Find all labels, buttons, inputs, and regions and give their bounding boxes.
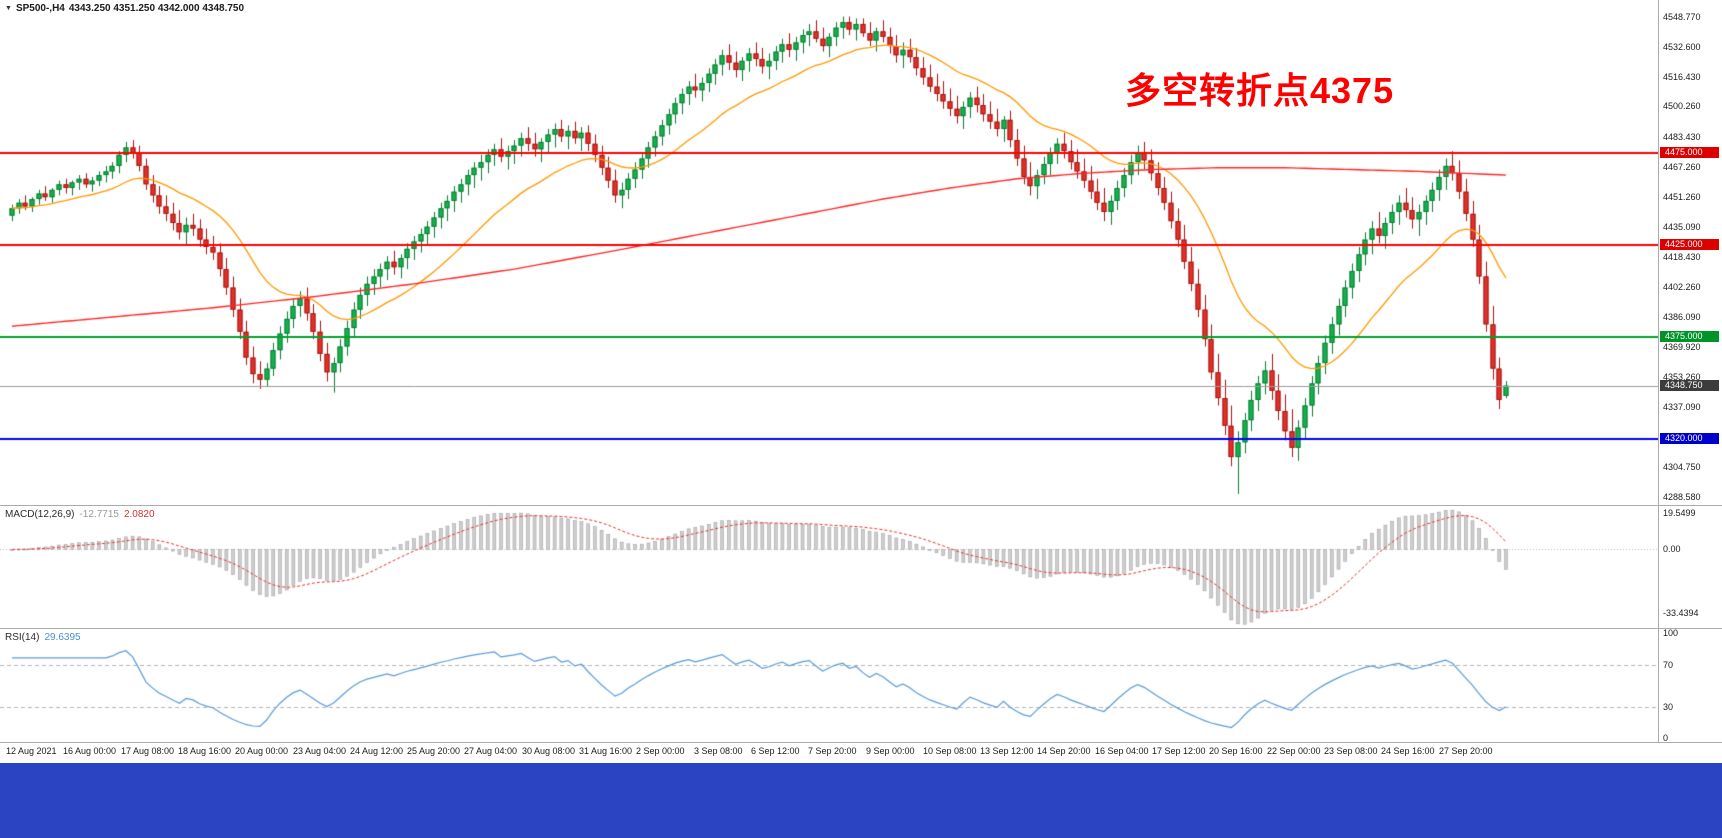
- time-axis-label: 6 Sep 12:00: [751, 746, 800, 756]
- time-axis-label: 2 Sep 00:00: [636, 746, 685, 756]
- time-axis-label: 24 Aug 12:00: [350, 746, 404, 756]
- time-axis-label: 13 Sep 12:00: [980, 746, 1034, 756]
- time-axis-label: 20 Aug 00:00: [235, 746, 289, 756]
- macd-name: MACD(12,26,9): [5, 509, 75, 520]
- rsi-label: RSI(14) 29.6395: [5, 632, 86, 643]
- time-axis-label: 22 Sep 00:00: [1267, 746, 1321, 756]
- time-axis-label: 31 Aug 16:00: [579, 746, 633, 756]
- rsi-value: 29.6395: [44, 632, 81, 643]
- taskbar[interactable]: [0, 763, 1722, 838]
- time-axis-label: 3 Sep 08:00: [694, 746, 743, 756]
- price-axis-label: 4337.090: [1663, 402, 1701, 412]
- time-axis-label: 18 Aug 16:00: [178, 746, 232, 756]
- macd-value: -12.7715: [79, 509, 119, 520]
- macd-indicator-canvas[interactable]: [0, 506, 1658, 628]
- time-axis-label: 27 Aug 04:00: [464, 746, 518, 756]
- time-axis-label: 30 Aug 08:00: [522, 746, 576, 756]
- price-axis-label: 4532.600: [1663, 42, 1701, 52]
- price-axis-label: 4467.260: [1663, 162, 1701, 172]
- time-axis-label: 14 Sep 20:00: [1037, 746, 1091, 756]
- symbol-info: ▼ SP500-,H4 4343.250 4351.250 4342.000 434…: [5, 3, 248, 14]
- price-level-tag: 4320.000: [1660, 433, 1719, 444]
- price-axis-label: 4386.090: [1663, 312, 1701, 322]
- price-axis-label: 4402.260: [1663, 282, 1701, 292]
- macd-signal-value: 2.0820: [123, 509, 155, 520]
- rsi-axis-label: 30: [1663, 702, 1674, 712]
- time-axis-label: 20 Sep 16:00: [1209, 746, 1263, 756]
- time-axis-label: 16 Sep 04:00: [1095, 746, 1149, 756]
- price-axis-label: 4369.920: [1663, 342, 1701, 352]
- time-axis-label: 12 Aug 2021: [6, 746, 57, 756]
- candlestick-chart-canvas[interactable]: [0, 0, 1658, 505]
- current-price-tag: 4348.750: [1660, 380, 1719, 391]
- time-axis-label: 16 Aug 00:00: [63, 746, 117, 756]
- annotation-text: 多空转折点4375: [1125, 70, 1395, 111]
- price-axis-label: 4304.750: [1663, 462, 1701, 472]
- price-axis-label: 4418.430: [1663, 252, 1701, 262]
- rsi-name: RSI(14): [5, 632, 40, 643]
- pane-separator: [0, 742, 1722, 743]
- time-axis-label: 7 Sep 20:00: [808, 746, 857, 756]
- macd-axis-label: 19.5499: [1663, 508, 1696, 518]
- time-axis-label: 27 Sep 20:00: [1439, 746, 1493, 756]
- rsi-axis-label: 0: [1663, 733, 1669, 743]
- time-axis-label: 10 Sep 08:00: [923, 746, 977, 756]
- price-axis-separator: [1658, 0, 1659, 742]
- time-axis-label: 17 Sep 12:00: [1152, 746, 1206, 756]
- price-level-tag: 4475.000: [1660, 147, 1719, 158]
- price-axis-label: 4483.430: [1663, 132, 1701, 142]
- price-axis-label: 4500.260: [1663, 101, 1701, 111]
- rsi-axis-label: 100: [1663, 628, 1679, 638]
- price-axis-label: 4288.580: [1663, 492, 1701, 502]
- chevron-down-icon: ▼: [5, 5, 12, 12]
- time-axis-label: 23 Aug 04:00: [293, 746, 347, 756]
- price-axis-label: 4353.260: [1663, 372, 1701, 382]
- price-level-tag: 4425.000: [1660, 239, 1719, 250]
- ohlc-readout: 4343.250 4351.250 4342.000 4348.750: [68, 3, 245, 14]
- time-axis-label: 25 Aug 20:00: [407, 746, 461, 756]
- symbol-label: SP500-,H4: [15, 3, 65, 14]
- price-axis-label: 4548.770: [1663, 12, 1701, 22]
- pane-separator[interactable]: [0, 628, 1722, 629]
- time-axis-label: 9 Sep 00:00: [866, 746, 915, 756]
- macd-axis-label: -33.4394: [1663, 608, 1699, 618]
- macd-axis-label: 0.00: [1663, 544, 1681, 554]
- rsi-axis-label: 70: [1663, 660, 1674, 670]
- price-level-tag: 4375.000: [1660, 331, 1719, 342]
- time-axis-label: 17 Aug 08:00: [121, 746, 175, 756]
- rsi-indicator-canvas[interactable]: [0, 629, 1658, 742]
- price-axis-label: 4516.430: [1663, 72, 1701, 82]
- price-axis-label: 4451.260: [1663, 192, 1701, 202]
- pane-separator[interactable]: [0, 505, 1722, 506]
- price-axis-label: 4435.090: [1663, 222, 1701, 232]
- time-axis-label: 24 Sep 16:00: [1381, 746, 1435, 756]
- macd-label: MACD(12,26,9) -12.7715 2.0820: [5, 509, 160, 520]
- time-axis-label: 23 Sep 08:00: [1324, 746, 1378, 756]
